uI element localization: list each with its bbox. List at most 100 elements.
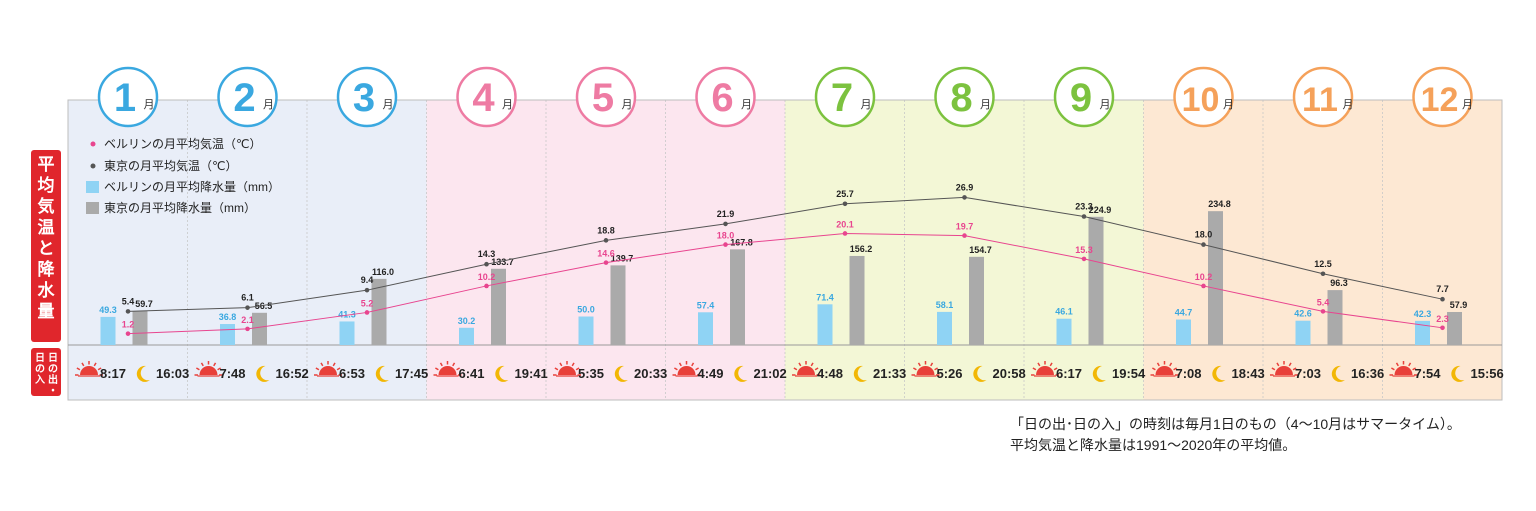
tokyo-precip-label: 139.7 (611, 253, 634, 263)
sun-ray (559, 362, 563, 367)
sun-ray (674, 367, 678, 371)
sunset-time: 16:36 (1351, 366, 1384, 381)
berlin-precip-label: 41.3 (338, 309, 356, 319)
month-bg-1 (68, 100, 188, 400)
month-suffix: 月 (622, 99, 633, 111)
tokyo-precip-label: 156.2 (850, 244, 873, 254)
berlin-temp-label: 5.2 (361, 298, 374, 308)
sidebar-sun-box (31, 348, 61, 396)
tokyo-temp-label: 23.3 (1075, 202, 1093, 212)
legend-dot (90, 163, 96, 169)
tokyo-precip-label: 154.7 (969, 245, 992, 255)
tokyo-temp-label: 21.9 (717, 209, 735, 219)
sun-half-disc (677, 366, 696, 375)
month-suffix: 月 (980, 99, 991, 111)
moon-icon (375, 365, 389, 382)
sunrise-time: 6:53 (339, 366, 365, 381)
tokyo-temp-point (125, 309, 131, 314)
month-number: 6 (711, 76, 733, 120)
sunrise-time: 8:17 (100, 366, 126, 381)
berlin-temp-point (125, 331, 131, 336)
berlin-precip-label: 71.4 (816, 292, 834, 302)
sunrise-time: 7:48 (220, 366, 246, 381)
sunrise-time: 4:48 (817, 366, 843, 381)
sunrise-time: 6:41 (459, 366, 485, 381)
moon-icon (853, 365, 867, 382)
tokyo-temp-label: 9.4 (361, 275, 374, 285)
sunrise-icon (1150, 361, 1179, 377)
sunrise-icon (792, 361, 820, 377)
month-suffix: 月 (1343, 99, 1354, 111)
sun-ray (332, 362, 336, 367)
sunrise-icon (194, 361, 223, 377)
month-number: 4 (472, 76, 495, 120)
sun-ray (93, 362, 97, 367)
tokyo-precip-bar (1327, 290, 1343, 345)
berlin-precip-bar (817, 304, 833, 345)
month-suffix: 月 (1223, 99, 1234, 111)
month-suffix: 月 (263, 99, 274, 111)
sun-half-disc (1275, 366, 1293, 375)
sunset-time: 21:02 (754, 366, 787, 381)
month-suffix: 月 (1100, 99, 1111, 111)
month-number: 10 (1182, 81, 1220, 119)
berlin-temp-point (1081, 256, 1087, 262)
sun-ray (793, 367, 798, 371)
sun-half-disc (1155, 366, 1174, 375)
sun-half-disc (319, 366, 337, 375)
sidebar-sun-char: 出 (48, 373, 58, 386)
sidebar-title-box (31, 150, 61, 342)
month-number: 8 (950, 76, 972, 120)
moon-icon (1451, 365, 1465, 382)
sun-ray (1276, 362, 1280, 367)
tokyo-precip-bar (132, 310, 148, 345)
tokyo-precip-label: 57.9 (1450, 300, 1468, 310)
berlin-precip-bar (459, 327, 474, 345)
month-bg-10 (1143, 100, 1263, 400)
tokyo-precip-bar (610, 265, 626, 345)
sun-ray (456, 367, 460, 371)
tokyo-temp-label: 26.9 (956, 182, 974, 192)
tokyo-temp-point (962, 195, 967, 200)
tokyo-temp-label: 12.5 (1314, 259, 1332, 269)
sun-ray (213, 362, 217, 367)
sidebar-title-char: 量 (38, 301, 55, 321)
sunrise-icon (672, 361, 701, 377)
sunrise-icon (1389, 361, 1418, 377)
berlin-precip-bar (937, 311, 952, 345)
precipitation-bars: 49.359.736.856.541.3116.030.2133.750.013… (99, 199, 1467, 345)
legend-dot (90, 141, 96, 147)
sun-ray (554, 367, 559, 371)
sun-ray (678, 362, 682, 367)
sun-ray (435, 367, 439, 371)
sun-half-disc (797, 366, 815, 375)
sun-ray (452, 362, 456, 367)
month-circle-9 (1053, 66, 1115, 128)
tokyo-precip-bar (252, 312, 267, 345)
tokyo-temp-label: 5.4 (122, 296, 135, 306)
tokyo-precip-bar (969, 256, 984, 345)
sun-ray (97, 367, 102, 371)
tokyo-temp-point (723, 221, 728, 227)
tokyo-temp-label: 18.8 (597, 225, 615, 235)
berlin-precip-bar (220, 324, 235, 345)
moon-icon (1331, 365, 1345, 382)
berlin-temp-label: 2.1 (241, 315, 254, 325)
month-bg-4 (426, 100, 546, 400)
sunset-time: 18:43 (1232, 366, 1265, 381)
month-suffix: 月 (383, 99, 394, 111)
berlin-precip-label: 58.1 (936, 300, 954, 310)
month-circle-2 (217, 66, 278, 128)
sidebar-title-char: 均 (38, 175, 55, 195)
month-bg-12 (1382, 100, 1502, 400)
tokyo-temp-label: 14.3 (478, 249, 496, 259)
sunrise-icon (911, 361, 940, 377)
tokyo-temp-point (1201, 242, 1206, 247)
berlin-precip-bar (1415, 320, 1430, 345)
sidebar-title-char: と (38, 239, 55, 258)
tokyo-precip-label: 167.8 (730, 237, 753, 247)
tokyo-temp-label: 18.0 (1195, 230, 1213, 240)
berlin-temp-label: 14.6 (597, 249, 615, 259)
footnote-line-1: 「日の出･日の入」の時刻は毎月1日のもの（4～10月はサマータイム）。 (1010, 416, 1461, 432)
berlin-precip-label: 57.4 (697, 300, 715, 310)
